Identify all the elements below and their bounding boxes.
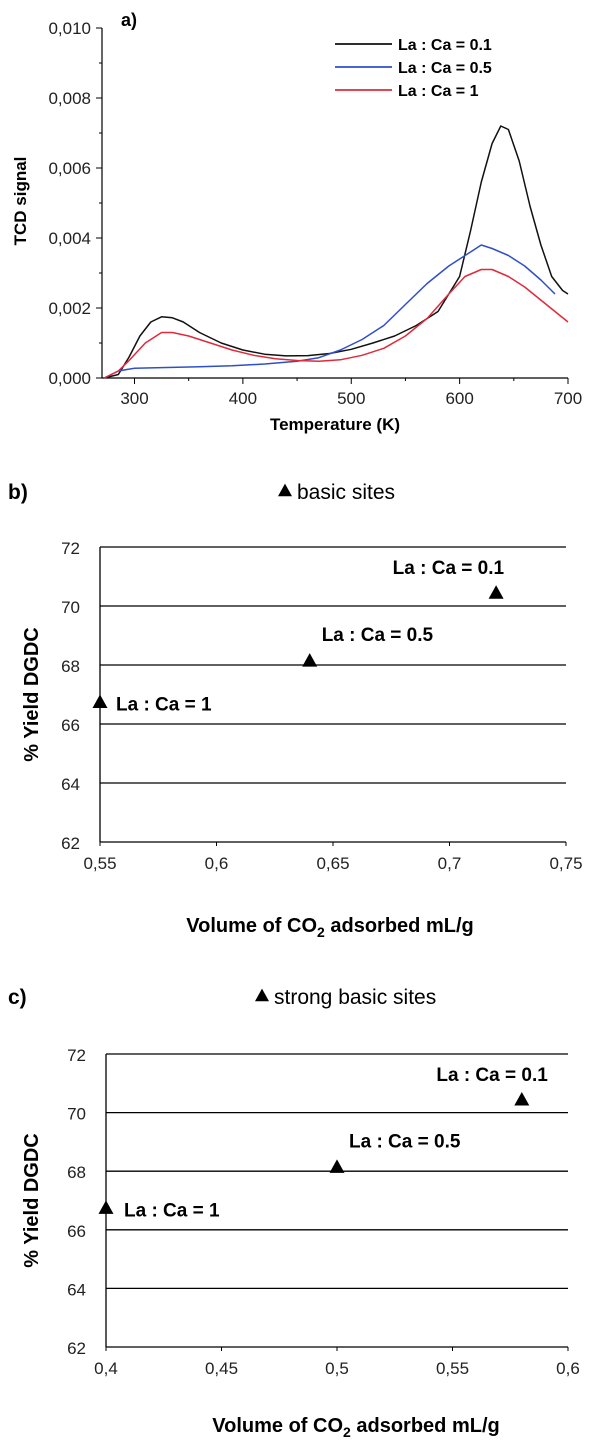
b-x-axis-label-part: adsorbed mL/g — [325, 915, 474, 937]
b-panel-label: b) — [8, 481, 28, 504]
b-data-point-label: La : Ca = 1 — [116, 694, 212, 715]
b-subtitle: basic sites — [297, 481, 395, 504]
c-x-tick-label: 0,55 — [436, 1359, 469, 1378]
a-y-tick-label: 0,000 — [48, 369, 91, 388]
a-series-line — [103, 268, 569, 379]
b-y-tick-label: 72 — [61, 539, 80, 558]
c-data-point-marker — [514, 1091, 530, 1106]
a-y-tick-label: 0,006 — [48, 159, 91, 178]
c-y-tick-label: 68 — [67, 1163, 86, 1182]
c-y-tick-label: 62 — [67, 1339, 86, 1358]
c-data-point-marker — [329, 1159, 345, 1173]
b-y-tick-label: 68 — [61, 657, 80, 676]
c-x-axis-label-part: adsorbed mL/g — [351, 1415, 500, 1437]
b-subtitle-marker-icon — [278, 483, 292, 497]
a-y-tick-label: 0,010 — [48, 19, 91, 38]
c-subtitle: strong basic sites — [274, 986, 436, 1009]
b-y-tick-label: 70 — [61, 598, 80, 617]
a-y-tick-label: 0,008 — [48, 89, 91, 108]
c-panel-label: c) — [8, 986, 27, 1009]
c-data-point-marker — [98, 1200, 114, 1214]
c-y-tick-label: 70 — [67, 1105, 86, 1124]
c-y-tick-label: 66 — [67, 1222, 86, 1241]
b-data-point-marker — [302, 653, 318, 667]
b-data-point-label: La : Ca = 0.5 — [322, 625, 434, 646]
c-subtitle-marker-icon — [255, 988, 269, 1002]
a-x-tick-label: 700 — [554, 389, 582, 408]
b-data-point-label: La : Ca = 0.1 — [393, 558, 505, 579]
b-y-tick-label: 66 — [61, 716, 80, 735]
c-y-axis-label: % Yield DGDC — [21, 1133, 43, 1267]
b-y-tick-label: 62 — [61, 834, 80, 853]
b-x-tick-label: 0,6 — [205, 854, 229, 873]
a-x-tick-label: 600 — [445, 389, 473, 408]
c-y-tick-label: 72 — [67, 1046, 86, 1065]
a-x-axis-label: Temperature (K) — [270, 415, 400, 434]
c-y-tick-label: 64 — [67, 1280, 86, 1299]
c-x-tick-label: 0,5 — [325, 1359, 349, 1378]
c-data-point-label: La : Ca = 1 — [124, 1200, 220, 1221]
a-panel-label: a) — [121, 10, 137, 30]
b-x-axis-label-part: Volume of CO — [186, 915, 317, 937]
b-x-axis-label-sub: 2 — [317, 924, 325, 940]
c-data-point-label: La : Ca = 0.1 — [436, 1065, 548, 1086]
c-data-point-label: La : Ca = 0.5 — [349, 1131, 461, 1152]
a-legend-label: La : Ca = 0.1 — [398, 37, 492, 54]
b-x-tick-label: 0,55 — [83, 854, 116, 873]
a-x-tick-label: 300 — [120, 389, 148, 408]
b-data-point-marker — [488, 585, 504, 599]
b-y-tick-label: 64 — [61, 775, 80, 794]
a-y-axis-label: TCD signal — [11, 157, 30, 246]
a-x-tick-label: 500 — [337, 389, 365, 408]
a-legend-label: La : Ca = 0.5 — [398, 60, 492, 77]
a-legend-label: La : Ca = 1 — [398, 83, 479, 100]
b-x-axis-label: Volume of CO2 adsorbed mL/g — [186, 915, 473, 940]
c-x-axis-label-sub: 2 — [343, 1424, 351, 1440]
c-x-axis-label-part: Volume of CO — [212, 1415, 343, 1437]
b-x-tick-label: 0,75 — [549, 854, 582, 873]
c-x-tick-label: 0,4 — [94, 1359, 118, 1378]
b-x-tick-label: 0,65 — [316, 854, 349, 873]
b-data-point-marker — [92, 694, 108, 708]
c-x-axis-label: Volume of CO2 adsorbed mL/g — [212, 1415, 499, 1440]
a-series-line — [103, 244, 556, 379]
b-x-tick-label: 0,7 — [438, 854, 462, 873]
a-x-tick-label: 400 — [229, 389, 257, 408]
b-y-axis-label: % Yield DGDC — [21, 627, 43, 761]
c-x-tick-label: 0,45 — [205, 1359, 238, 1378]
a-y-tick-label: 0,004 — [48, 229, 91, 248]
a-series-line — [104, 125, 569, 379]
c-x-tick-label: 0,6 — [556, 1359, 580, 1378]
a-y-tick-label: 0,002 — [48, 299, 91, 318]
